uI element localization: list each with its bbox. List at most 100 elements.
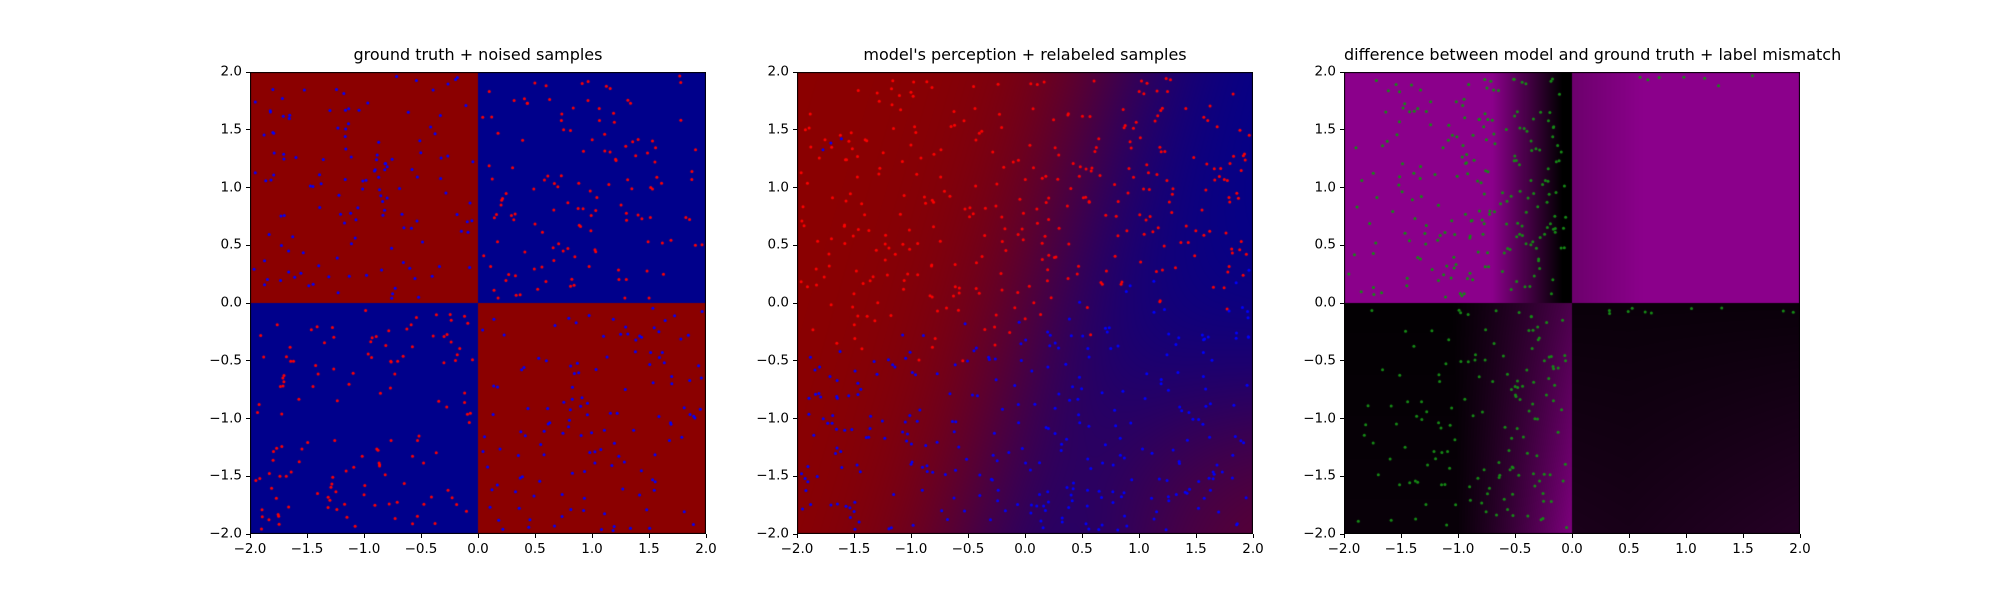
x-tick-mark xyxy=(1081,534,1083,538)
y-tick-mark xyxy=(246,71,250,73)
x-tick-mark xyxy=(1628,534,1630,538)
y-tick-mark xyxy=(793,418,797,419)
x-tick-label: 1.0 xyxy=(1675,541,1697,557)
y-tick-mark xyxy=(246,129,250,131)
plot-canvas-model-perception xyxy=(797,72,1253,534)
plot-canvas-ground-truth xyxy=(250,72,706,534)
y-tick-mark xyxy=(793,244,797,246)
x-tick-label: 1.0 xyxy=(581,541,603,557)
y-tick-mark xyxy=(793,360,797,362)
x-tick-label: −1.0 xyxy=(894,541,928,557)
x-tick-label: 1.5 xyxy=(1185,541,1207,557)
x-tick-label: −1.5 xyxy=(290,541,324,557)
y-tick-label: −1.5 xyxy=(1303,467,1336,484)
x-tick-mark xyxy=(910,534,912,538)
x-tick-mark xyxy=(1457,534,1459,538)
x-tick-label: 1.5 xyxy=(1732,541,1754,557)
x-tick-label: −0.5 xyxy=(1498,541,1532,557)
x-tick-mark xyxy=(1138,534,1140,538)
x-tick-label: 1.0 xyxy=(1128,541,1150,557)
y-tick-label: 0.0 xyxy=(1314,294,1336,311)
y-tick-mark xyxy=(246,360,250,362)
x-tick-mark xyxy=(967,534,969,538)
y-tick-label: 0.5 xyxy=(1314,236,1336,253)
x-tick-label: 0.0 xyxy=(467,541,489,557)
y-tick-label: −1.5 xyxy=(209,467,242,484)
x-tick-mark xyxy=(1514,534,1516,538)
x-tick-label: −2.0 xyxy=(233,541,267,557)
y-tick-label: −1.0 xyxy=(1303,410,1336,427)
x-tick-label: 2.0 xyxy=(1789,541,1811,557)
x-tick-mark xyxy=(796,534,798,538)
x-tick-mark xyxy=(1343,534,1345,538)
x-tick-mark xyxy=(420,534,422,538)
y-tick-label: −0.5 xyxy=(209,352,242,369)
x-tick-label: 2.0 xyxy=(695,541,717,557)
y-tick-label: −2.0 xyxy=(1303,525,1336,542)
x-tick-label: −2.0 xyxy=(1327,541,1361,557)
x-tick-mark xyxy=(591,534,593,538)
x-tick-label: 0.5 xyxy=(1618,541,1640,557)
x-tick-label: 0.5 xyxy=(1071,541,1093,557)
y-tick-label: 2.0 xyxy=(767,63,789,80)
y-tick-label: 1.5 xyxy=(220,121,242,138)
plot-title: ground truth + noised samples xyxy=(353,45,603,64)
x-tick-label: 0.5 xyxy=(524,541,546,557)
x-tick-label: −1.0 xyxy=(347,541,381,557)
x-tick-label: −2.0 xyxy=(780,541,814,557)
subplot-difference: difference between model and ground trut… xyxy=(1303,45,1841,557)
x-tick-mark xyxy=(534,534,536,538)
plot-canvas-difference xyxy=(1344,72,1800,534)
y-tick-mark xyxy=(1340,533,1344,535)
y-tick-mark xyxy=(246,533,250,535)
x-tick-mark xyxy=(1024,534,1026,538)
y-tick-mark xyxy=(793,187,797,188)
y-tick-mark xyxy=(1340,418,1344,419)
x-tick-mark xyxy=(477,534,479,538)
y-tick-mark xyxy=(793,302,797,304)
x-tick-mark xyxy=(705,534,707,538)
y-tick-label: −0.5 xyxy=(756,352,789,369)
y-tick-mark xyxy=(246,244,250,246)
y-tick-label: 1.0 xyxy=(220,179,242,196)
x-tick-mark xyxy=(853,534,855,538)
y-tick-label: 1.5 xyxy=(1314,121,1336,138)
y-tick-mark xyxy=(793,533,797,535)
y-tick-mark xyxy=(246,302,250,304)
x-tick-mark xyxy=(363,534,365,538)
y-tick-mark xyxy=(1340,129,1344,131)
y-tick-label: −1.0 xyxy=(209,410,242,427)
y-tick-mark xyxy=(793,129,797,131)
y-tick-label: 0.0 xyxy=(767,294,789,311)
y-tick-label: 1.0 xyxy=(767,179,789,196)
y-tick-label: 1.5 xyxy=(767,121,789,138)
y-tick-mark xyxy=(1340,71,1344,73)
x-tick-mark xyxy=(306,534,308,538)
x-tick-label: 2.0 xyxy=(1242,541,1264,557)
y-tick-mark xyxy=(1340,302,1344,304)
x-tick-label: 0.0 xyxy=(1561,541,1583,557)
y-tick-mark xyxy=(1340,244,1344,246)
y-tick-label: −2.0 xyxy=(209,525,242,542)
y-tick-mark xyxy=(1340,475,1344,477)
x-tick-mark xyxy=(1685,534,1687,538)
y-tick-mark xyxy=(1340,187,1344,188)
x-tick-mark xyxy=(249,534,251,538)
y-tick-mark xyxy=(246,475,250,477)
x-tick-mark xyxy=(1571,534,1573,538)
x-tick-mark xyxy=(1799,534,1801,538)
y-tick-label: 0.0 xyxy=(220,294,242,311)
y-tick-label: 1.0 xyxy=(1314,179,1336,196)
y-tick-label: −2.0 xyxy=(756,525,789,542)
subplot-model-perception: model's perception + relabeled samples −… xyxy=(756,45,1264,557)
x-tick-mark xyxy=(1400,534,1402,538)
y-tick-label: 0.5 xyxy=(767,236,789,253)
y-tick-mark xyxy=(246,187,250,188)
x-tick-label: −1.5 xyxy=(1384,541,1418,557)
y-tick-mark xyxy=(793,475,797,477)
x-tick-mark xyxy=(1742,534,1744,538)
x-tick-label: −1.5 xyxy=(837,541,871,557)
plot-title: model's perception + relabeled samples xyxy=(863,45,1187,64)
y-tick-label: −1.5 xyxy=(756,467,789,484)
